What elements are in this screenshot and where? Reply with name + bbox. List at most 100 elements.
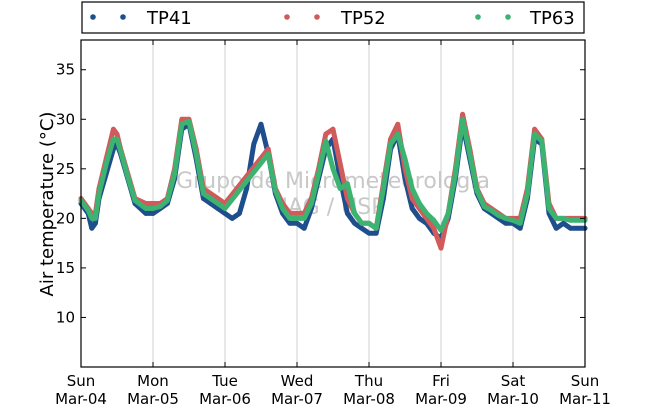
x-tick-label-weekday: Wed [281, 372, 314, 390]
data-point [294, 220, 300, 226]
x-tick-label-weekday: Fri [432, 372, 450, 390]
data-point [496, 212, 501, 218]
x-tick-label-weekday: Thu [354, 372, 383, 390]
data-point [575, 225, 581, 231]
axes-ticks: 101520253035SunMar-04MonMar-05TueMar-06W… [55, 40, 611, 408]
data-point [258, 121, 264, 127]
y-tick-label: 15 [56, 259, 75, 277]
data-point [345, 181, 350, 187]
data-point [132, 198, 138, 203]
data-point [222, 211, 228, 216]
data-point [453, 171, 458, 177]
legend-entry: TP63 [475, 8, 575, 29]
data-point [96, 191, 102, 196]
x-tick-label-weekday: Sun [571, 372, 600, 390]
data-point [114, 131, 120, 137]
y-tick-label: 35 [56, 61, 75, 79]
data-point [503, 220, 509, 226]
data-point [517, 220, 523, 226]
data-point [229, 215, 235, 221]
data-point [222, 206, 228, 211]
data-point [114, 136, 120, 142]
data-point [402, 156, 408, 162]
data-point [125, 174, 131, 180]
data-point [287, 220, 293, 226]
data-point [553, 225, 559, 231]
legend: TP41 TP52 TP63 [81, 1, 585, 34]
legend-marker [90, 14, 96, 20]
data-point [273, 188, 278, 194]
data-point [438, 245, 444, 251]
x-tick-label-date: Mar-10 [487, 390, 539, 408]
data-point [337, 186, 343, 192]
data-point [460, 116, 465, 122]
data-point [193, 151, 199, 157]
data-point [546, 206, 552, 211]
data-point [179, 121, 185, 127]
data-point [409, 186, 415, 192]
data-point [388, 141, 393, 147]
plot-frame [80, 39, 586, 368]
data-point [561, 220, 566, 226]
data-point [111, 136, 116, 142]
data-point [337, 161, 343, 167]
data-point [417, 201, 422, 206]
legend-entry: TP52 [284, 8, 386, 29]
data-point [244, 186, 250, 192]
data-point [438, 227, 444, 233]
y-tick-label: 25 [56, 160, 75, 178]
x-tick-label-weekday: Sat [501, 372, 526, 390]
data-point [359, 220, 365, 226]
data-point [373, 230, 379, 236]
data-point [395, 131, 401, 137]
data-point [561, 215, 566, 221]
data-point [503, 215, 509, 221]
data-point [118, 148, 123, 154]
x-tick-label-date: Mar-04 [55, 390, 107, 408]
data-point [467, 151, 473, 157]
data-point [201, 191, 206, 196]
x-tick-label-date: Mar-09 [415, 390, 467, 408]
data-point [287, 215, 293, 221]
grid-lines [152, 40, 514, 367]
data-point [417, 215, 422, 221]
data-point [172, 171, 178, 177]
data-point [409, 196, 415, 201]
data-point [532, 131, 537, 137]
data-point [445, 211, 451, 216]
x-tick-label-date: Mar-08 [343, 390, 395, 408]
legend-marker [475, 14, 481, 20]
data-point [330, 126, 336, 132]
y-axis-label: Air temperature (°C) [37, 112, 58, 297]
y-tick-label: 30 [56, 110, 75, 128]
x-tick-label-weekday: Tue [211, 372, 238, 390]
data-point [481, 204, 487, 209]
data-point [575, 217, 581, 223]
data-point [395, 121, 401, 127]
data-point [89, 215, 95, 221]
data-point [316, 171, 321, 177]
data-point [143, 211, 149, 216]
data-point [294, 211, 300, 216]
data-point [359, 225, 365, 231]
data-point [539, 138, 545, 144]
series-layer [78, 111, 588, 251]
data-point [409, 206, 415, 211]
data-point [323, 138, 329, 144]
series-TP63 [78, 116, 588, 233]
data-point [157, 204, 163, 209]
data-point [431, 217, 437, 223]
data-point [186, 118, 192, 124]
data-point [424, 211, 429, 216]
data-point [93, 220, 98, 226]
data-point [265, 146, 271, 152]
data-point [150, 206, 156, 211]
data-point [510, 217, 516, 223]
data-point [568, 225, 573, 231]
data-point [179, 116, 185, 122]
data-point [352, 211, 357, 216]
data-point [489, 208, 494, 213]
data-point [345, 211, 350, 216]
legend-marker [120, 14, 126, 20]
data-point [431, 225, 437, 231]
